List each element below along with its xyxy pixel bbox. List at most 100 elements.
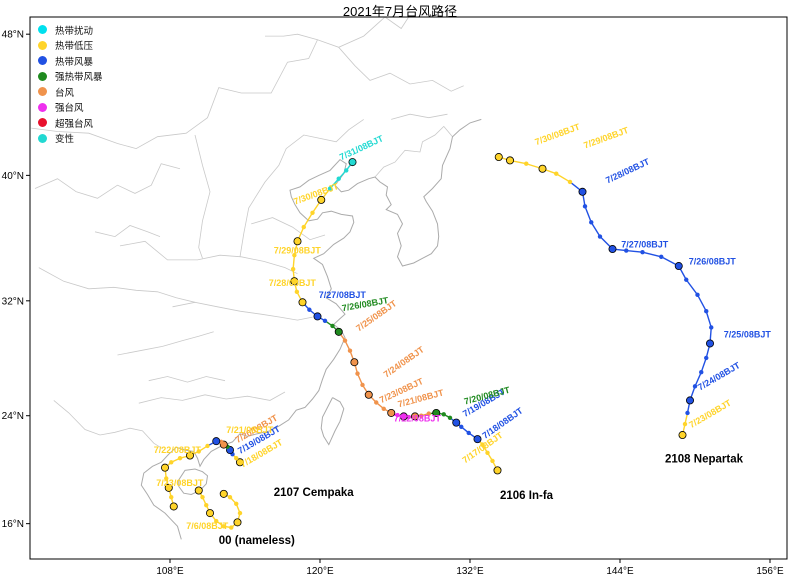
track-point-TD <box>185 451 194 460</box>
date-label: 7/18/08BJT <box>480 405 525 440</box>
storm-name-label: 2107 Cempaka <box>274 487 355 499</box>
tracks: 7/6/08BJT 00 (nameless) 7/18/08BJT7/19/08B… <box>154 121 772 547</box>
track-point-TD <box>214 518 219 524</box>
map-line <box>172 301 313 321</box>
track-point-TD <box>290 266 296 272</box>
axes-frame <box>29 16 788 560</box>
track-point-TS <box>212 437 221 446</box>
date-label: 7/24/08BJT <box>382 344 427 379</box>
date-label: 7/22/08BJT <box>394 413 442 423</box>
map-line <box>117 331 214 356</box>
track-point-TD <box>234 501 239 507</box>
track-point-TD <box>292 253 297 258</box>
track-point-TD <box>290 277 299 286</box>
legend-label: 变性 <box>55 134 75 146</box>
track-point-STS <box>441 412 446 417</box>
date-label: 7/23/08BJT <box>687 398 733 430</box>
track-point-TS <box>685 410 690 416</box>
track-segment <box>626 249 643 253</box>
track-point-TD <box>169 460 174 465</box>
track-point-TD <box>505 156 514 165</box>
track-point-TD <box>682 421 688 427</box>
legend-item-STY: 强台风 <box>38 100 103 116</box>
track-point-TS <box>322 318 328 324</box>
date-label: 7/28/08BJT <box>604 156 651 185</box>
track-point-TS <box>686 396 695 405</box>
y-tick-label: 48°N <box>2 30 24 41</box>
storm-name-label: 00 (nameless) <box>219 535 295 547</box>
track-point-TD <box>301 224 306 230</box>
date-label: 7/27/08BJT <box>319 290 367 300</box>
map-line <box>34 178 77 193</box>
track-point-TD <box>538 164 547 173</box>
track-point-TD <box>200 494 205 500</box>
track-point-TS <box>699 369 704 375</box>
track-point-TD <box>233 518 242 527</box>
track-point-TY <box>387 408 396 417</box>
track-point-TD <box>169 502 178 511</box>
track-point-STS <box>330 323 335 329</box>
legend-item-disturb: 热带扰动 <box>38 22 103 38</box>
y-tick-label: 24°N <box>2 411 24 422</box>
y-tick-label: 32°N <box>2 296 24 307</box>
legend-item-TY: 台风 <box>38 84 103 100</box>
date-label: 7/28/08BJT <box>269 278 317 288</box>
track-point-ET <box>344 168 349 173</box>
map-line <box>239 119 364 257</box>
date-label: 7/6/08BJT <box>186 521 229 531</box>
map-line <box>194 134 211 259</box>
legend-label: 热带风暴 <box>55 56 94 68</box>
track-point-TY <box>364 390 373 399</box>
track-point-STY <box>399 412 408 421</box>
track-point-TS <box>452 418 461 427</box>
track-point-TD <box>221 524 226 529</box>
date-label: 7/31/08BJT <box>338 133 385 162</box>
track-point-TD <box>294 289 300 295</box>
map-line <box>94 225 161 238</box>
track-point-TS <box>684 277 689 282</box>
y-tick-label: 40°N <box>2 171 24 182</box>
legend-label: 热带扰动 <box>55 25 94 37</box>
map-line <box>76 163 181 199</box>
track-point-ET <box>348 158 357 167</box>
track-point-TD <box>490 458 495 464</box>
track-cempaka2107: 7/18/08BJT7/19/08BJT7/20/08BJT7/21/08BJT… <box>154 413 354 511</box>
track-point-TS <box>578 187 587 196</box>
map-line <box>320 397 345 446</box>
legend-item-TD: 热带低压 <box>38 38 103 54</box>
track-point-TS <box>659 254 664 259</box>
x-tick-label: 108°E <box>156 566 184 577</box>
track-point-TS <box>706 339 715 348</box>
legend-marker-icon <box>38 87 47 97</box>
basemap <box>31 17 482 540</box>
map-line <box>31 33 319 150</box>
track-point-STS <box>432 408 441 417</box>
x-tick-label: 156°E <box>756 566 784 577</box>
track-segment <box>555 173 571 183</box>
map-line <box>148 376 226 383</box>
track-point-TD <box>480 442 485 447</box>
legend-marker-icon <box>38 25 47 35</box>
track-point-TS <box>589 220 594 225</box>
x-tick-label: 144°E <box>606 566 634 577</box>
track-point-TS <box>704 309 709 314</box>
legend-marker-icon <box>38 118 47 128</box>
track-point-TD <box>164 483 173 492</box>
track-point-TD <box>205 443 210 449</box>
legend-item-SuperTY: 超强台风 <box>38 115 103 131</box>
track-point-TD <box>194 486 203 495</box>
track-point-TS <box>313 312 322 321</box>
track-point-TD <box>317 195 326 204</box>
track-point-STY <box>395 412 400 418</box>
track-point-TD <box>169 494 174 500</box>
legend-label: 台风 <box>55 87 75 99</box>
date-label: 7/25/08BJT <box>724 330 772 340</box>
track-point-TY <box>426 411 431 416</box>
track-point-TS <box>709 325 714 330</box>
track-point-TS <box>466 430 471 436</box>
track-segment <box>590 221 601 237</box>
track-point-TD <box>554 171 559 176</box>
date-label: 7/23/08BJT <box>156 478 204 488</box>
